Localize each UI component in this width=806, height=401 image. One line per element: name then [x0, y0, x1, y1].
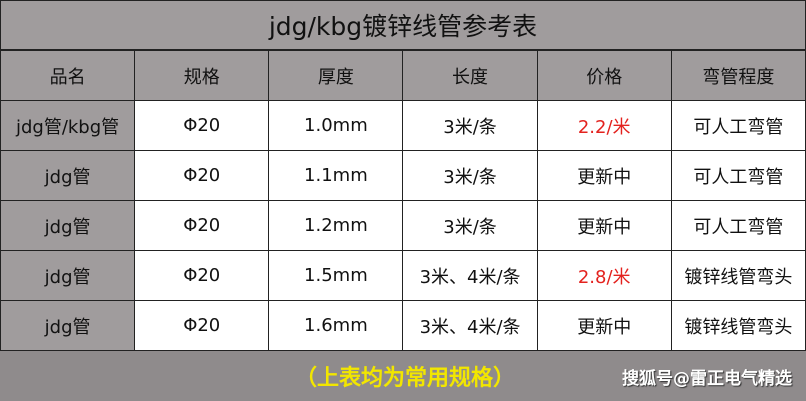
bending-cell: 镀锌线管弯头	[670, 250, 806, 301]
table-footer: （上表均为常用规格） 搜狐号@雷正电气精选	[0, 351, 806, 401]
price-cell: 2.2/米	[536, 100, 672, 151]
spec-cell: Φ20	[134, 300, 270, 351]
table-row: jdg管 Φ20 1.6mm 3米、4米/条 更新中 镀锌线管弯头	[0, 300, 806, 351]
name-cell: jdg管/kbg管	[0, 100, 136, 151]
price-cell: 2.8/米	[536, 250, 672, 301]
name-cell: jdg管	[0, 200, 136, 251]
table-title: jdg/kbg镀锌线管参考表	[0, 0, 806, 50]
header-cell: 长度	[402, 50, 538, 101]
thickness-cell: 1.2mm	[268, 200, 404, 251]
name-cell: jdg管	[0, 150, 136, 201]
price-cell: 更新中	[536, 300, 672, 351]
pipe-reference-table: 品名 规格 厚度 长度 价格 弯管程度 jdg管/kbg管 Φ20 1.0mm 3米/…	[0, 50, 806, 351]
bending-cell: 可人工弯管	[670, 150, 806, 201]
bending-cell: 可人工弯管	[670, 100, 806, 151]
watermark: 搜狐号@雷正电气精选	[622, 368, 792, 389]
thickness-cell: 1.6mm	[268, 300, 404, 351]
thickness-cell: 1.0mm	[268, 100, 404, 151]
name-cell: jdg管	[0, 250, 136, 301]
footer-note: （上表均为常用规格）	[294, 366, 515, 391]
bending-cell: 镀锌线管弯头	[670, 300, 806, 351]
length-cell: 3米/条	[402, 150, 538, 201]
table-header-row: 品名 规格 厚度 长度 价格 弯管程度	[0, 50, 806, 101]
header-cell: 厚度	[268, 50, 404, 101]
spec-cell: Φ20	[134, 250, 270, 301]
bending-cell: 可人工弯管	[670, 200, 806, 251]
header-cell: 弯管程度	[670, 50, 806, 101]
spec-cell: Φ20	[134, 150, 270, 201]
thickness-cell: 1.5mm	[268, 250, 404, 301]
table-row: jdg管 Φ20 1.1mm 3米/条 更新中 可人工弯管	[0, 150, 806, 201]
header-cell: 品名	[0, 50, 136, 101]
price-cell: 更新中	[536, 150, 672, 201]
length-cell: 3米/条	[402, 200, 538, 251]
price-cell: 更新中	[536, 200, 672, 251]
header-cell: 规格	[134, 50, 270, 101]
spec-cell: Φ20	[134, 100, 270, 151]
table-row: jdg管/kbg管 Φ20 1.0mm 3米/条 2.2/米 可人工弯管	[0, 100, 806, 151]
length-cell: 3米、4米/条	[402, 250, 538, 301]
table-row: jdg管 Φ20 1.5mm 3米、4米/条 2.8/米 镀锌线管弯头	[0, 250, 806, 301]
length-cell: 3米/条	[402, 100, 538, 151]
name-cell: jdg管	[0, 300, 136, 351]
length-cell: 3米、4米/条	[402, 300, 538, 351]
thickness-cell: 1.1mm	[268, 150, 404, 201]
spec-cell: Φ20	[134, 200, 270, 251]
table-row: jdg管 Φ20 1.2mm 3米/条 更新中 可人工弯管	[0, 200, 806, 251]
header-cell: 价格	[536, 50, 672, 101]
